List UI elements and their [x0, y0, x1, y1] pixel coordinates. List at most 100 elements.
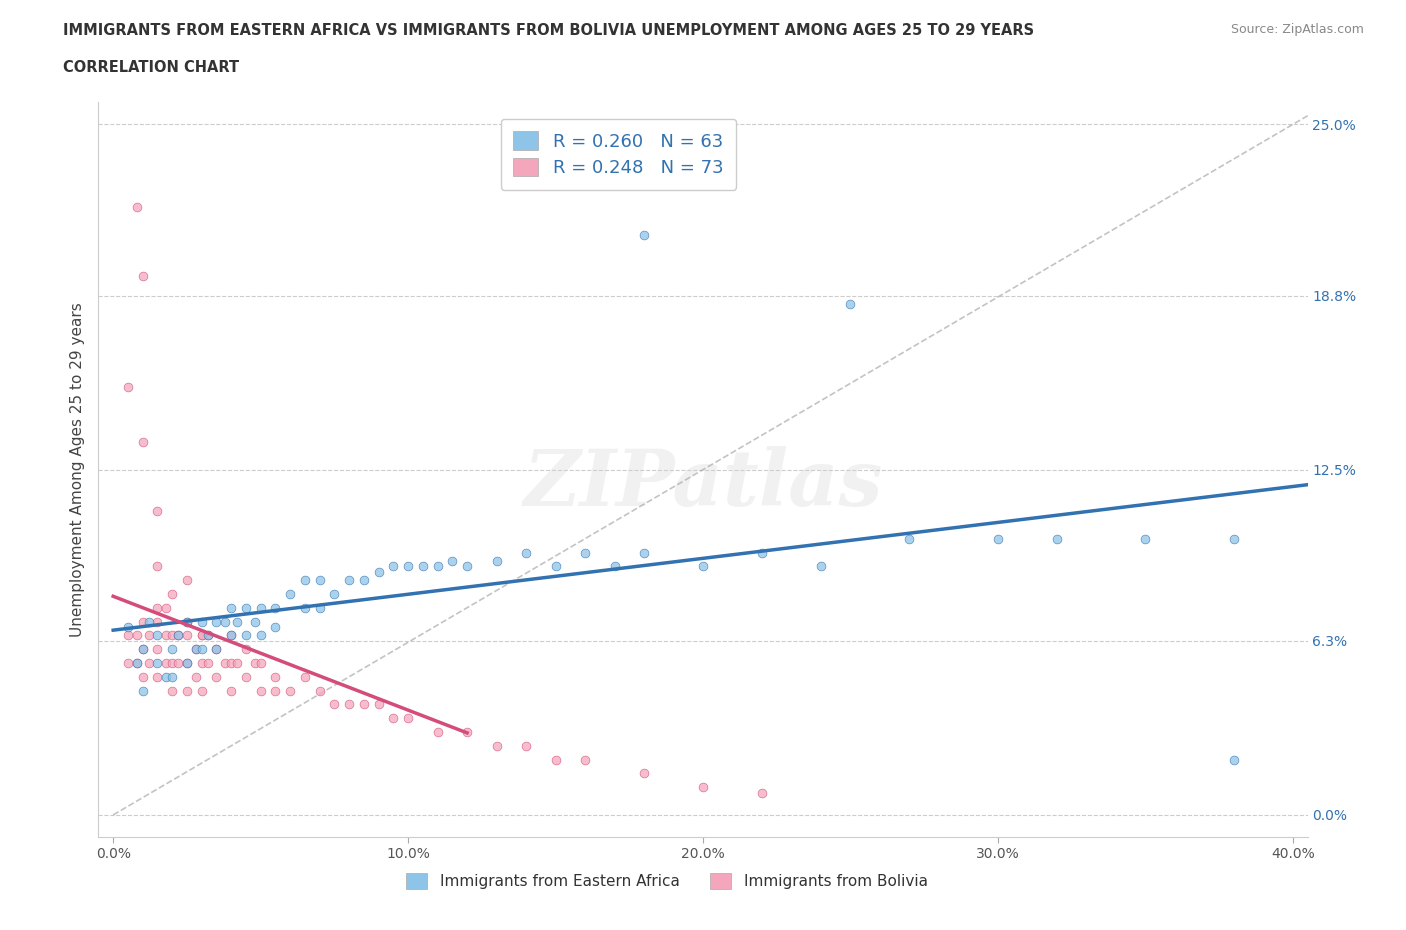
Point	[184, 670, 207, 684]
Point	[1340, 462, 1362, 477]
Point	[176, 614, 198, 629]
Point	[633, 228, 655, 243]
Point	[633, 545, 655, 560]
Point	[190, 642, 212, 657]
Point	[898, 531, 921, 546]
Point	[190, 628, 212, 643]
Point	[574, 545, 596, 560]
Point	[219, 684, 242, 698]
Point	[544, 752, 567, 767]
Point	[1223, 752, 1246, 767]
Point	[426, 559, 449, 574]
Point	[190, 684, 212, 698]
Point	[176, 684, 198, 698]
Point	[131, 269, 153, 284]
Point	[337, 573, 360, 588]
Point	[515, 545, 537, 560]
Point	[353, 573, 375, 588]
Point	[176, 628, 198, 643]
Point	[278, 684, 301, 698]
Point	[264, 600, 287, 615]
Point	[160, 656, 183, 671]
Point	[235, 600, 257, 615]
Point	[146, 600, 169, 615]
Point	[249, 628, 271, 643]
Point	[485, 553, 508, 568]
Point	[146, 614, 169, 629]
Point	[205, 614, 228, 629]
Point	[544, 559, 567, 574]
Point	[176, 656, 198, 671]
Point	[184, 642, 207, 657]
Point	[205, 642, 228, 657]
Point	[574, 752, 596, 767]
Point	[396, 559, 419, 574]
Point	[176, 614, 198, 629]
Point	[839, 297, 862, 312]
Point	[219, 600, 242, 615]
Point	[323, 697, 346, 711]
Point	[146, 656, 169, 671]
Point	[382, 711, 405, 725]
Point	[294, 670, 316, 684]
Point	[167, 656, 190, 671]
Point	[485, 738, 508, 753]
Point	[205, 670, 228, 684]
Point	[226, 656, 249, 671]
Point	[117, 656, 139, 671]
Point	[131, 434, 153, 449]
Point	[117, 628, 139, 643]
Point	[184, 642, 207, 657]
Point	[138, 628, 160, 643]
Point	[219, 656, 242, 671]
Point	[160, 587, 183, 602]
Text: Source: ZipAtlas.com: Source: ZipAtlas.com	[1230, 23, 1364, 36]
Point	[323, 587, 346, 602]
Point	[441, 553, 464, 568]
Point	[456, 724, 478, 739]
Point	[692, 780, 714, 795]
Point	[264, 619, 287, 634]
Point	[146, 559, 169, 574]
Point	[160, 642, 183, 657]
Point	[692, 559, 714, 574]
Point	[125, 656, 148, 671]
Point	[160, 670, 183, 684]
Point	[249, 600, 271, 615]
Text: ZIPatlas: ZIPatlas	[523, 446, 883, 523]
Point	[146, 504, 169, 519]
Point	[125, 628, 148, 643]
Point	[167, 628, 190, 643]
Point	[294, 573, 316, 588]
Point	[353, 697, 375, 711]
Point	[308, 684, 330, 698]
Point	[176, 656, 198, 671]
Point	[235, 628, 257, 643]
Point	[751, 545, 773, 560]
Point	[308, 600, 330, 615]
Point	[603, 559, 626, 574]
Point	[243, 656, 266, 671]
Point	[515, 738, 537, 753]
Point	[243, 614, 266, 629]
Point	[751, 785, 773, 800]
Point	[214, 614, 236, 629]
Point	[131, 670, 153, 684]
Point	[1046, 531, 1069, 546]
Point	[155, 656, 177, 671]
Legend: Immigrants from Eastern Africa, Immigrants from Bolivia: Immigrants from Eastern Africa, Immigran…	[399, 868, 934, 896]
Point	[235, 670, 257, 684]
Point	[167, 628, 190, 643]
Point	[131, 614, 153, 629]
Point	[219, 628, 242, 643]
Point	[131, 684, 153, 698]
Point	[160, 684, 183, 698]
Point	[396, 711, 419, 725]
Point	[426, 724, 449, 739]
Point	[138, 614, 160, 629]
Point	[131, 642, 153, 657]
Point	[155, 600, 177, 615]
Point	[278, 587, 301, 602]
Point	[190, 614, 212, 629]
Point	[117, 619, 139, 634]
